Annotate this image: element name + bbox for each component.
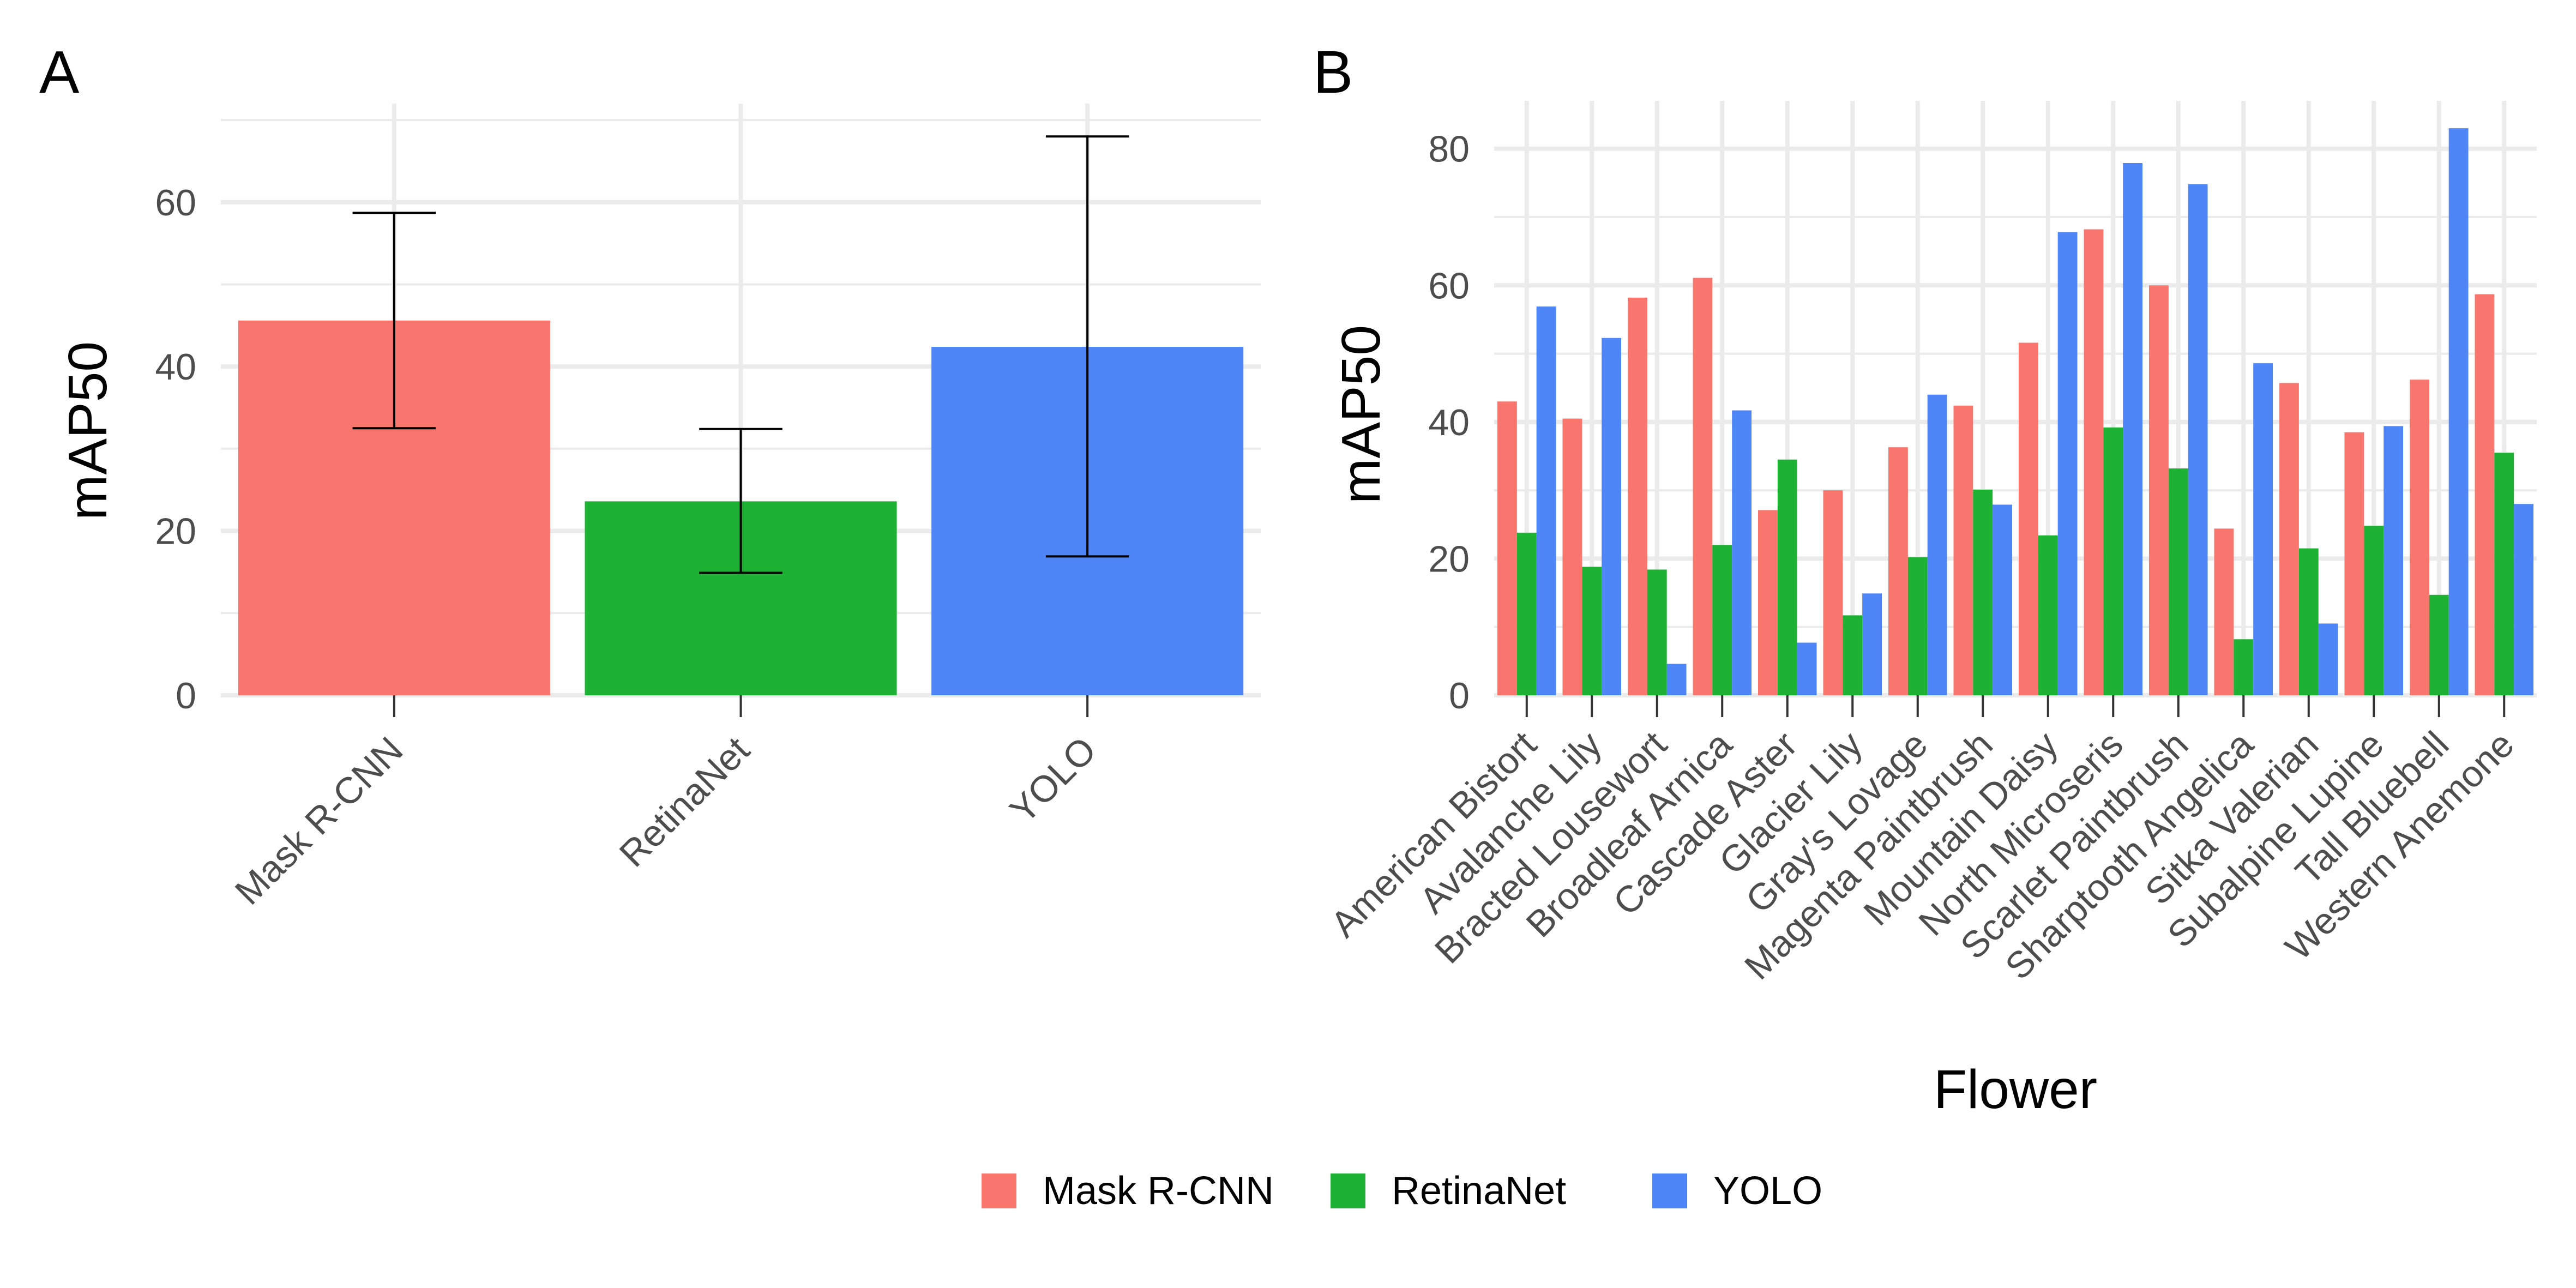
panel-b-bar [2448, 128, 2469, 695]
panel-b-bar [1647, 569, 1667, 695]
panel-b-bar [1907, 557, 1928, 695]
panel-b-bar [1627, 297, 1647, 695]
legend-swatch [982, 1173, 1016, 1208]
panel-b-bar [2084, 229, 2104, 695]
panel-b-bars [1497, 128, 2534, 696]
panel-b-tag: B [1313, 39, 1353, 106]
panel-b-bar [1536, 306, 1556, 695]
panel-b-y-tick-labels: 0 20 40 60 80 [1428, 129, 1470, 717]
panel-b-y-tick-label: 80 [1428, 129, 1470, 170]
legend: Mask R-CNN RetinaNet YOLO [982, 1169, 1822, 1213]
panel-b-y-tick-label: 0 [1449, 675, 1470, 717]
panel-b-bar [2253, 363, 2273, 695]
panel-b-y-tick-label: 20 [1428, 538, 1470, 580]
panel-a-y-tick-label: 20 [155, 511, 196, 552]
panel-b-bar [1712, 545, 1732, 695]
panel-b-bar [2057, 232, 2078, 695]
panel-b-bar [2234, 639, 2254, 695]
panel-b-bar [1516, 532, 1537, 695]
panel-b-x-axis-title: Flower [1934, 1059, 2097, 1120]
panel-b-bar [1693, 278, 1713, 695]
panel-b-bar [2364, 526, 2384, 695]
panel-b-bar [2279, 383, 2299, 695]
panel-a-y-tick-label: 0 [176, 675, 196, 717]
legend-label: RetinaNet [1392, 1169, 1566, 1213]
panel-b-bar [1562, 418, 1582, 695]
panel-b-bar [2384, 426, 2404, 695]
panel-b-y-tick-label: 40 [1428, 402, 1470, 443]
panel-b-bar [1927, 394, 1947, 695]
panel-a-tag: A [39, 39, 80, 106]
panel-b-y-tick-label: 60 [1428, 265, 1470, 306]
panel-b-bar [1993, 504, 2013, 695]
panel-b-bar [1602, 338, 1622, 695]
panel-b-bar [2168, 468, 2188, 695]
panel-b-bar [2038, 535, 2058, 695]
panel-b-bar [1666, 664, 1687, 695]
panel-b-bar [1973, 489, 1993, 695]
panel-a-error-bars [352, 135, 1129, 574]
panel-a-y-tick-label: 60 [155, 182, 196, 224]
panel-a-y-axis-title: mAP50 [57, 341, 118, 520]
panel-b-bar [2123, 163, 2143, 696]
panel-b-bar [2188, 184, 2208, 695]
panel-b-bar [1843, 615, 1863, 695]
panel-b-bar [1758, 510, 1778, 695]
panel-b-bar [2148, 285, 2169, 695]
panel-b-bar [1823, 490, 1843, 695]
panel-b-bar [1777, 459, 1797, 695]
panel-b-bar [1888, 447, 1908, 695]
panel-b-bar [1732, 410, 1752, 695]
panel-b-bar [2494, 453, 2514, 695]
panel-b-bar [2429, 594, 2449, 695]
panel-b-bar [2344, 432, 2364, 695]
panel-b-bar [2318, 623, 2338, 695]
panel-b-bar [2103, 427, 2123, 695]
panel-b-bar [2298, 548, 2319, 695]
panel-b-y-axis-title: mAP50 [1331, 325, 1392, 504]
panel-b-bar [1862, 593, 1882, 695]
panel-a-y-tick-label: 40 [155, 346, 196, 388]
legend-swatch [1652, 1173, 1687, 1208]
panel-b-bar [2475, 294, 2495, 695]
panel-b-bar [2514, 504, 2534, 695]
panel-b-bar [2214, 528, 2234, 695]
panel-b-bar [2409, 380, 2429, 695]
legend-label: YOLO [1713, 1169, 1822, 1213]
panel-b-bar [1953, 405, 1973, 695]
panel-b-bar [2018, 342, 2038, 695]
panel-b-bar [1497, 401, 1517, 695]
panel-a-y-tick-labels: 0 20 40 60 [155, 182, 196, 717]
legend-swatch [1331, 1173, 1365, 1208]
legend-label: Mask R-CNN [1043, 1169, 1274, 1213]
panel-b-bar [1797, 642, 1817, 695]
panel-b-bar [1582, 567, 1602, 695]
